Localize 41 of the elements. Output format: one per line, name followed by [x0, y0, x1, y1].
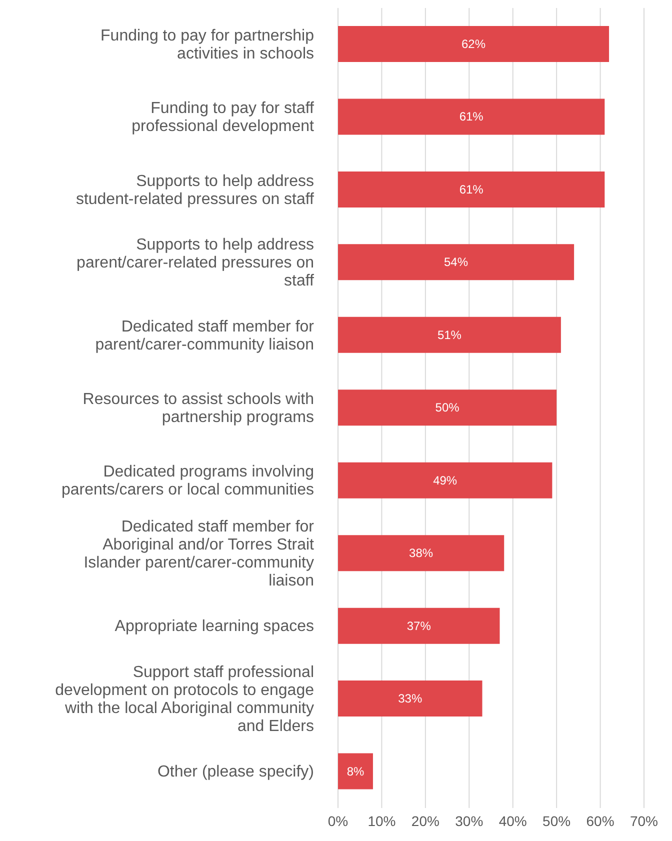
data-label: 61%: [459, 182, 484, 196]
y-tick-label: Supports to help address parent/carer-related pressures on staff: [76, 236, 315, 290]
data-label: 37%: [406, 618, 432, 633]
y-tick-label: Other (please specify): [157, 763, 314, 780]
x-tick-label: 20%: [411, 812, 440, 829]
data-label: 50%: [435, 400, 460, 415]
bar: [338, 608, 500, 644]
x-tick-label: 40%: [498, 812, 527, 829]
data-label: 8%: [346, 764, 364, 778]
y-tick-label: Funding to pay for partnership activities in schools: [100, 26, 314, 62]
y-tick-label: Dedicated staff member for Aboriginal and/or Torres Strait Islander parent/carer-community liaison: [84, 518, 315, 589]
bar: [338, 680, 482, 717]
y-tick-label: Funding to pay for staff professional development: [132, 100, 315, 135]
bar: [338, 26, 610, 62]
bar: [338, 244, 574, 280]
data-label: 49%: [433, 473, 458, 488]
y-tick-label: Resources to assist schools with partnership programs: [82, 390, 314, 426]
data-label: 61%: [459, 110, 484, 124]
y-tick-label: Supports to help address student-related pressures on staff: [76, 172, 315, 208]
x-tick-label: 50%: [542, 812, 571, 829]
data-label: 54%: [444, 255, 468, 270]
x-tick-label: 60%: [586, 812, 614, 829]
x-tick-label: 10%: [368, 812, 396, 829]
x-tick-label: 70%: [630, 812, 658, 829]
bar: [338, 316, 561, 353]
bar: [338, 462, 552, 498]
x-tick-label: 30%: [455, 812, 484, 829]
y-tick-label: Support staff professional development on protocols to engage with the local Aboriginal community and Elders: [55, 663, 314, 734]
data-label: 51%: [437, 328, 462, 342]
x-tick-label: 0%: [328, 812, 348, 829]
y-tick-label: Dedicated programs involving parents/carers or local communities: [61, 463, 314, 498]
y-tick-label: Dedicated staff member for parent/carer-community liaison: [95, 318, 315, 353]
bar: [338, 535, 504, 572]
bar: [338, 98, 605, 135]
data-label: 38%: [409, 546, 434, 560]
bar: [338, 171, 605, 208]
data-label: 62%: [462, 37, 486, 51]
data-label: 33%: [398, 692, 422, 706]
y-tick-label: Appropriate learning spaces: [114, 618, 314, 635]
bar: [338, 753, 373, 790]
bar: [338, 390, 557, 426]
